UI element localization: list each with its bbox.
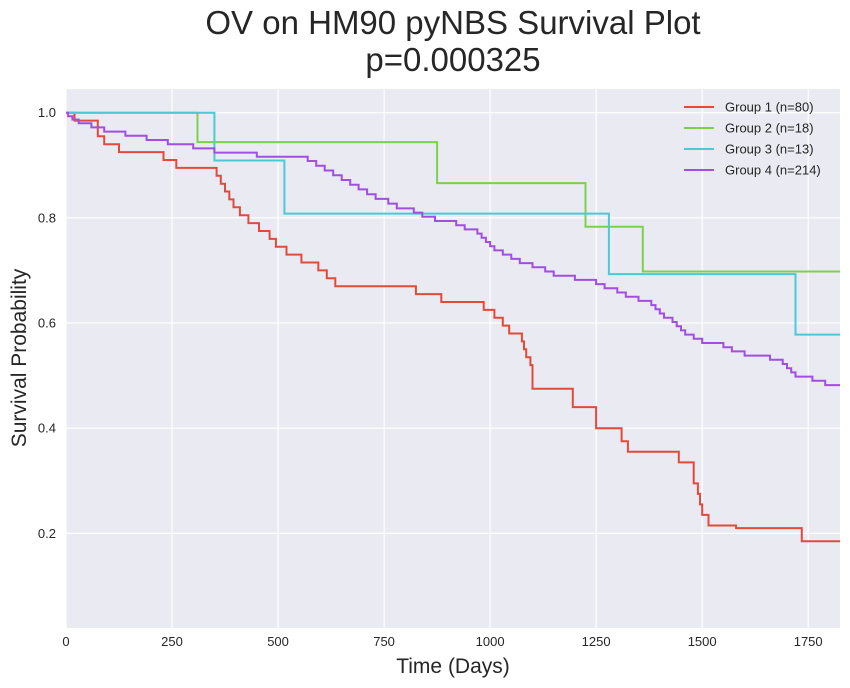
series-line-group-4 [66, 111, 840, 387]
legend[interactable]: Group 1 (n=80) Group 2 (n=18) Group 3 (n=1… [684, 100, 821, 178]
tick-labels: 0 250 500 750 1000 1250 1500 1750 0.2 0.4 0.6 0.8 1.… [38, 105, 823, 649]
series-lines [66, 111, 840, 543]
legend-entry-group-3: Group 3 (n=13) [725, 142, 814, 157]
plot-area [66, 89, 840, 628]
series-line-group-1 [66, 111, 840, 543]
x-tick-label: 1750 [794, 634, 823, 649]
grid-lines [65, 89, 840, 628]
x-axis-label: Time (Days) [396, 655, 510, 678]
y-tick-label: 0.8 [38, 210, 56, 225]
legend-entry-group-4: Group 4 (n=214) [725, 163, 821, 178]
x-tick-label: 500 [267, 634, 289, 649]
x-tick-label: 250 [161, 634, 183, 649]
x-tick-label: 1500 [688, 634, 717, 649]
chart-subtitle: p=0.000325 [365, 41, 540, 78]
x-tick-label: 750 [373, 634, 395, 649]
x-tick-label: 1250 [582, 634, 611, 649]
y-tick-label: 1.0 [38, 105, 56, 120]
series-line-group-2 [66, 111, 840, 273]
y-axis-label: Survival Probability [8, 268, 31, 447]
y-tick-label: 0.2 [38, 526, 56, 541]
chart-title: OV on HM90 pyNBS Survival Plot [205, 4, 700, 41]
series-line-group-3 [66, 111, 840, 336]
legend-entry-group-2: Group 2 (n=18) [725, 121, 814, 136]
y-tick-label: 0.6 [38, 316, 56, 331]
x-tick-label: 1000 [476, 634, 505, 649]
y-tick-label: 0.4 [38, 421, 56, 436]
x-tick-label: 0 [62, 634, 69, 649]
legend-entry-group-1: Group 1 (n=80) [725, 100, 814, 115]
